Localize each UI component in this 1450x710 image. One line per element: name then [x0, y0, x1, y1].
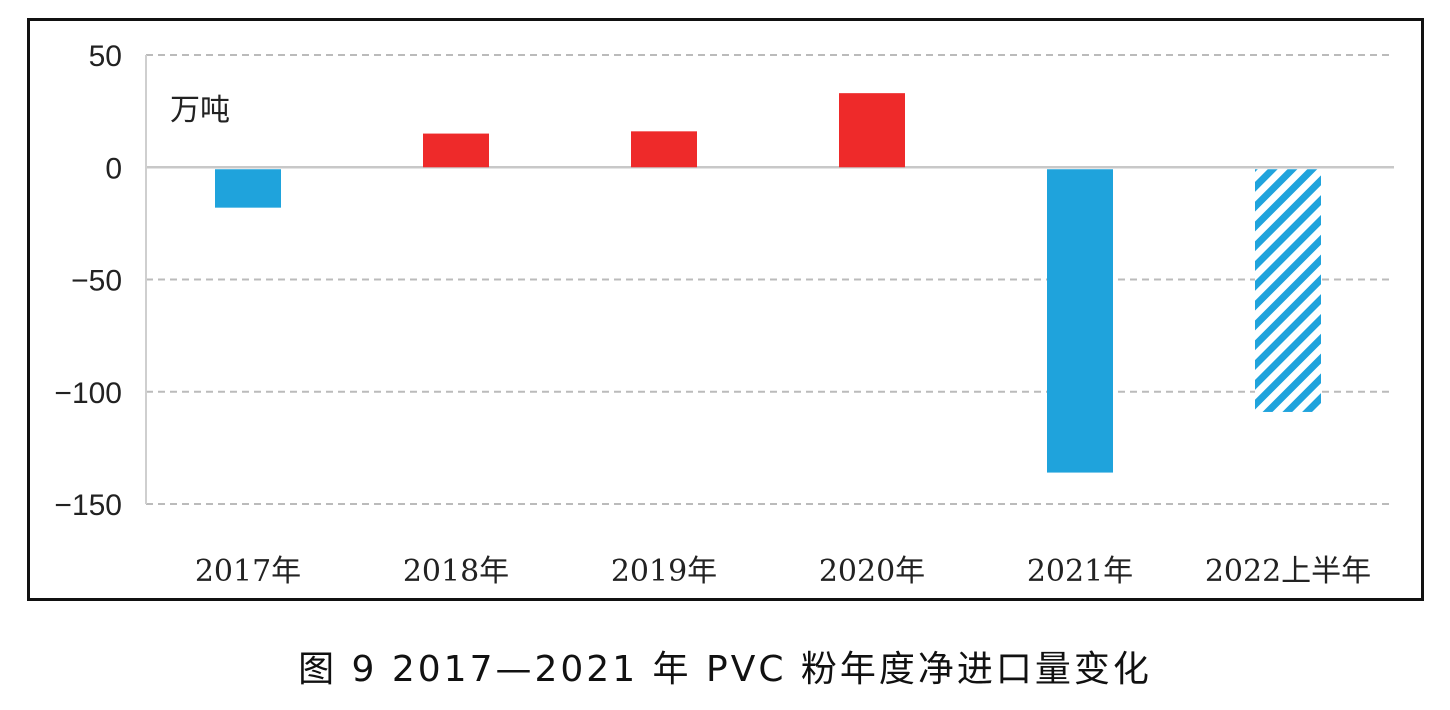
- y-tick-label: −100: [54, 377, 122, 410]
- y-tick-label: 50: [89, 40, 122, 73]
- x-category-label: 2018年: [403, 554, 509, 589]
- bar: [1255, 169, 1321, 412]
- bar: [839, 93, 905, 168]
- x-category-label: 2020年: [819, 554, 925, 589]
- x-category-label: 2019年: [611, 554, 717, 589]
- bar: [423, 133, 489, 168]
- y-tick-label: −50: [71, 265, 122, 298]
- y-axis-unit-label: 万吨: [170, 93, 230, 128]
- bar: [215, 169, 281, 208]
- y-tick-label: 0: [105, 152, 122, 185]
- x-category-label: 2017年: [195, 554, 301, 589]
- y-tick-label: −150: [54, 489, 122, 522]
- bar-chart: 50 0 −50 −100 −150 2017年 2018年 2019年 2020年 2021年 2…: [54, 40, 1394, 589]
- x-category-label: 2022上半年: [1205, 554, 1371, 589]
- x-category-label: 2021年: [1027, 554, 1133, 589]
- chart-frame: 50 0 −50 −100 −150 2017年 2018年 2019年 2020年 2021年 2…: [27, 18, 1424, 601]
- figure-caption: 图 9 2017—2021 年 PVC 粉年度净进口量变化: [298, 649, 1152, 690]
- bar: [631, 131, 697, 168]
- bar: [1047, 169, 1113, 473]
